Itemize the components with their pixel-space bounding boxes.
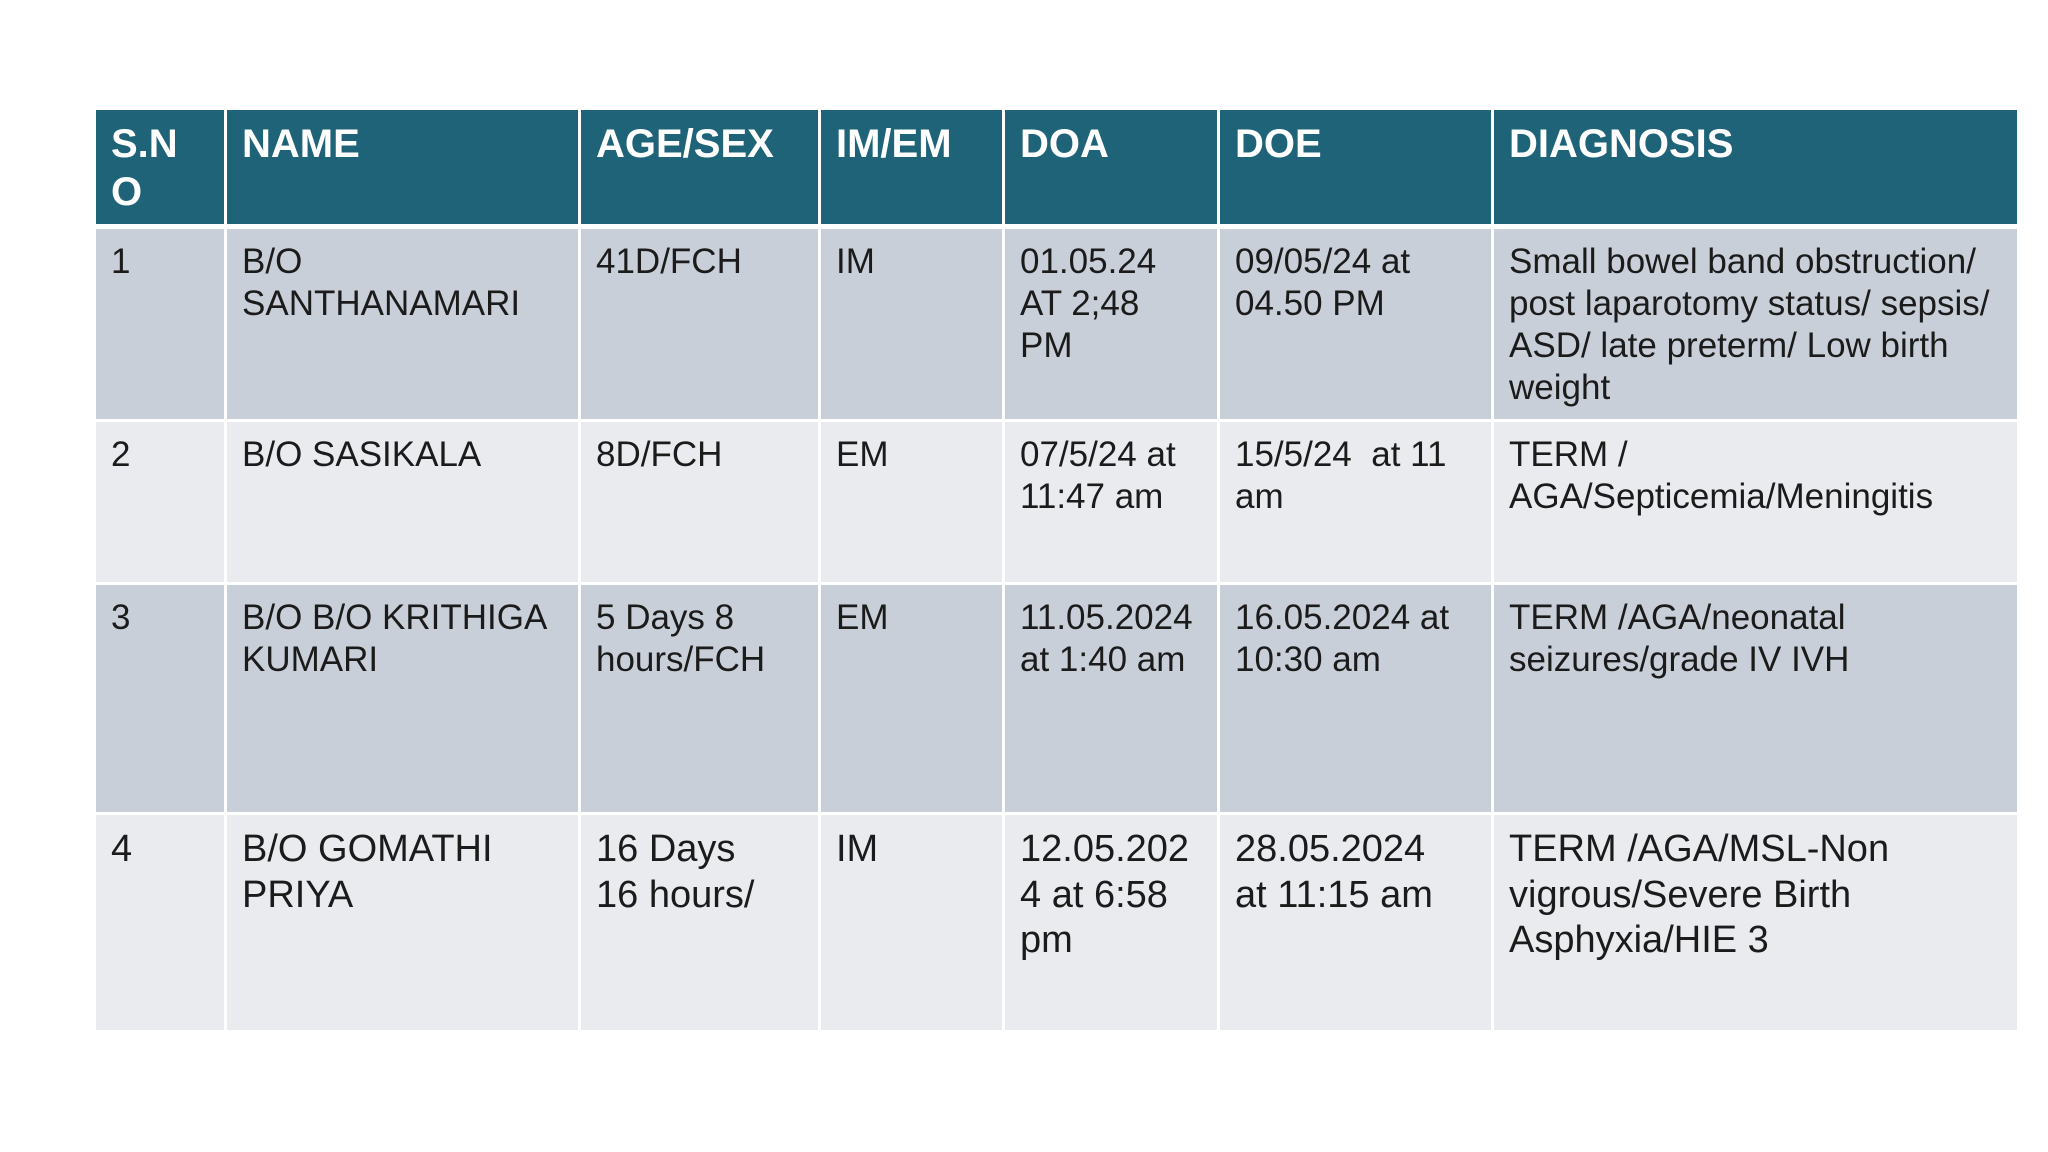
cell-name: B/O SANTHANAMARI <box>224 225 581 422</box>
col-header-diagnosis: DIAGNOSIS <box>1491 107 2020 229</box>
cell-age-sex: 41D/FCH <box>578 225 821 422</box>
col-header-name: NAME <box>224 107 581 229</box>
table-row: 1 B/O SANTHANAMARI 41D/FCH IM 01.05.24 A… <box>93 225 2020 422</box>
cell-sno: 4 <box>93 812 227 1033</box>
cell-diagnosis: Small bowel band obstruction/ post lapar… <box>1491 225 2020 422</box>
cell-diagnosis: TERM /AGA/neonatal seizures/grade IV IVH <box>1491 582 2020 815</box>
cell-doa: 12.05.202 4 at 6:58 pm <box>1002 812 1220 1033</box>
cell-im-em: IM <box>818 812 1005 1033</box>
cell-im-em: EM <box>818 582 1005 815</box>
col-header-age-sex: AGE/SEX <box>578 107 821 229</box>
cell-doe: 09/05/24 at 04.50 PM <box>1217 225 1494 422</box>
cell-sno: 3 <box>93 582 227 815</box>
cell-age-sex: 5 Days 8 hours/FCH <box>578 582 821 815</box>
cell-sno: 2 <box>93 419 227 585</box>
col-header-sno: S.N O <box>93 107 227 229</box>
col-header-doe: DOE <box>1217 107 1494 229</box>
cell-im-em: EM <box>818 419 1005 585</box>
patient-admissions-table: S.N O NAME AGE/SEX IM/EM DOA DOE DIAGNOS… <box>93 107 2020 1033</box>
cell-name: B/O GOMATHI PRIYA <box>224 812 581 1033</box>
cell-doe: 15/5/24 at 11 am <box>1217 419 1494 585</box>
cell-name: B/O SASIKALA <box>224 419 581 585</box>
table-row: 3 B/O B/O KRITHIGA KUMARI 5 Days 8 hours… <box>93 582 2020 815</box>
cell-diagnosis: TERM /AGA/MSL-Non vigrous/Severe Birth A… <box>1491 812 2020 1033</box>
cell-doa: 11.05.2024 at 1:40 am <box>1002 582 1220 815</box>
cell-diagnosis: TERM / AGA/Septicemia/Meningitis <box>1491 419 2020 585</box>
cell-doe: 28.05.2024 at 11:15 am <box>1217 812 1494 1033</box>
col-header-doa: DOA <box>1002 107 1220 229</box>
table-row: 2 B/O SASIKALA 8D/FCH EM 07/5/24 at 11:4… <box>93 419 2020 585</box>
cell-doe: 16.05.2024 at 10:30 am <box>1217 582 1494 815</box>
table-row: 4 B/O GOMATHI PRIYA 16 Days 16 hours/ IM… <box>93 812 2020 1033</box>
cell-sno: 1 <box>93 225 227 422</box>
cell-age-sex: 8D/FCH <box>578 419 821 585</box>
cell-doa: 01.05.24 AT 2;48 PM <box>1002 225 1220 422</box>
cell-age-sex: 16 Days 16 hours/ <box>578 812 821 1033</box>
cell-im-em: IM <box>818 225 1005 422</box>
cell-name: B/O B/O KRITHIGA KUMARI <box>224 582 581 815</box>
table-header-row: S.N O NAME AGE/SEX IM/EM DOA DOE DIAGNOS… <box>93 107 2020 229</box>
col-header-im-em: IM/EM <box>818 107 1005 229</box>
cell-doa: 07/5/24 at 11:47 am <box>1002 419 1220 585</box>
